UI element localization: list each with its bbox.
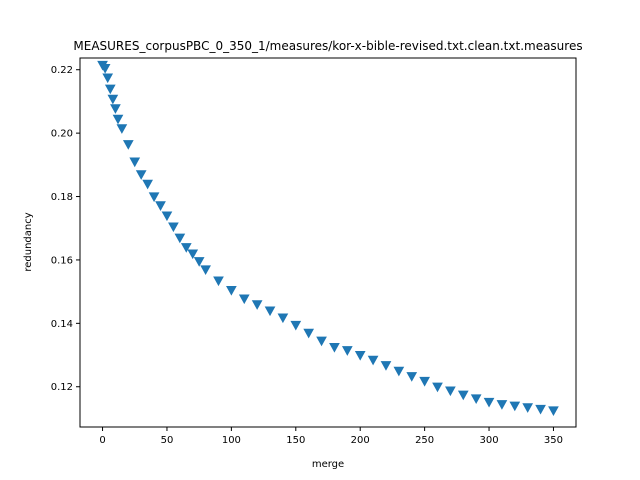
data-point bbox=[457, 390, 469, 401]
plot-frame bbox=[79, 57, 577, 428]
x-tick-label: 250 bbox=[415, 435, 434, 446]
data-point bbox=[102, 73, 114, 84]
plot-area bbox=[80, 58, 576, 427]
data-point bbox=[168, 222, 179, 233]
x-axis: 0 50 100 150 200 250 300 350 bbox=[99, 427, 563, 446]
x-tick-label: 50 bbox=[161, 435, 174, 446]
data-point bbox=[99, 64, 111, 74]
data-point bbox=[406, 372, 418, 382]
data-point bbox=[264, 306, 276, 317]
data-point bbox=[148, 192, 160, 203]
chart-title: MEASURES_corpusPBC_0_350_1/measures/kor-… bbox=[73, 39, 582, 53]
data-point bbox=[470, 394, 482, 404]
data-point bbox=[354, 350, 366, 361]
data-point bbox=[432, 382, 443, 393]
data-point bbox=[193, 257, 205, 267]
data-point bbox=[226, 285, 237, 296]
data-point bbox=[548, 406, 559, 417]
data-point bbox=[116, 124, 128, 134]
x-tick-label: 0 bbox=[99, 435, 105, 446]
data-point bbox=[155, 201, 166, 211]
y-tick-label: 0.22 bbox=[51, 65, 73, 76]
data-point bbox=[329, 343, 340, 353]
y-axis: 0.12 0.14 0.16 0.18 0.20 0.22 bbox=[51, 65, 80, 393]
data-points bbox=[97, 60, 559, 417]
data-point bbox=[200, 265, 211, 275]
data-point bbox=[251, 300, 263, 310]
x-axis-label: merge bbox=[312, 459, 344, 470]
x-tick-label: 350 bbox=[544, 435, 563, 446]
data-point bbox=[135, 170, 147, 180]
y-tick-label: 0.14 bbox=[51, 319, 73, 330]
data-point bbox=[122, 140, 134, 150]
data-point bbox=[367, 355, 379, 366]
data-point bbox=[509, 401, 521, 412]
data-point bbox=[238, 294, 250, 305]
y-tick-label: 0.12 bbox=[51, 382, 73, 393]
data-point bbox=[112, 114, 124, 125]
y-tick-label: 0.18 bbox=[51, 192, 73, 203]
data-point bbox=[104, 84, 116, 95]
data-point bbox=[142, 179, 153, 190]
data-point bbox=[303, 328, 315, 339]
data-point bbox=[496, 400, 508, 410]
y-tick-label: 0.16 bbox=[51, 255, 73, 266]
data-point bbox=[277, 313, 289, 324]
data-point bbox=[380, 361, 392, 371]
data-point bbox=[341, 346, 353, 356]
data-point bbox=[419, 376, 430, 387]
x-tick-label: 100 bbox=[222, 435, 241, 446]
y-axis-label: redundancy bbox=[23, 212, 34, 271]
data-point bbox=[483, 397, 495, 408]
data-point bbox=[174, 233, 186, 244]
y-tick-label: 0.20 bbox=[51, 129, 73, 140]
data-point bbox=[180, 243, 192, 253]
data-point bbox=[107, 94, 119, 105]
data-point bbox=[161, 211, 173, 222]
x-tick-label: 150 bbox=[286, 435, 305, 446]
data-point bbox=[393, 366, 405, 377]
data-point bbox=[522, 403, 534, 413]
x-tick-label: 200 bbox=[351, 435, 370, 446]
data-point bbox=[213, 276, 224, 287]
data-point bbox=[129, 157, 141, 168]
data-point bbox=[445, 386, 456, 397]
data-point bbox=[110, 104, 121, 114]
data-point bbox=[290, 320, 302, 331]
data-point bbox=[535, 404, 546, 415]
data-point bbox=[316, 336, 327, 347]
x-tick-label: 300 bbox=[479, 435, 498, 446]
data-point bbox=[187, 249, 199, 260]
